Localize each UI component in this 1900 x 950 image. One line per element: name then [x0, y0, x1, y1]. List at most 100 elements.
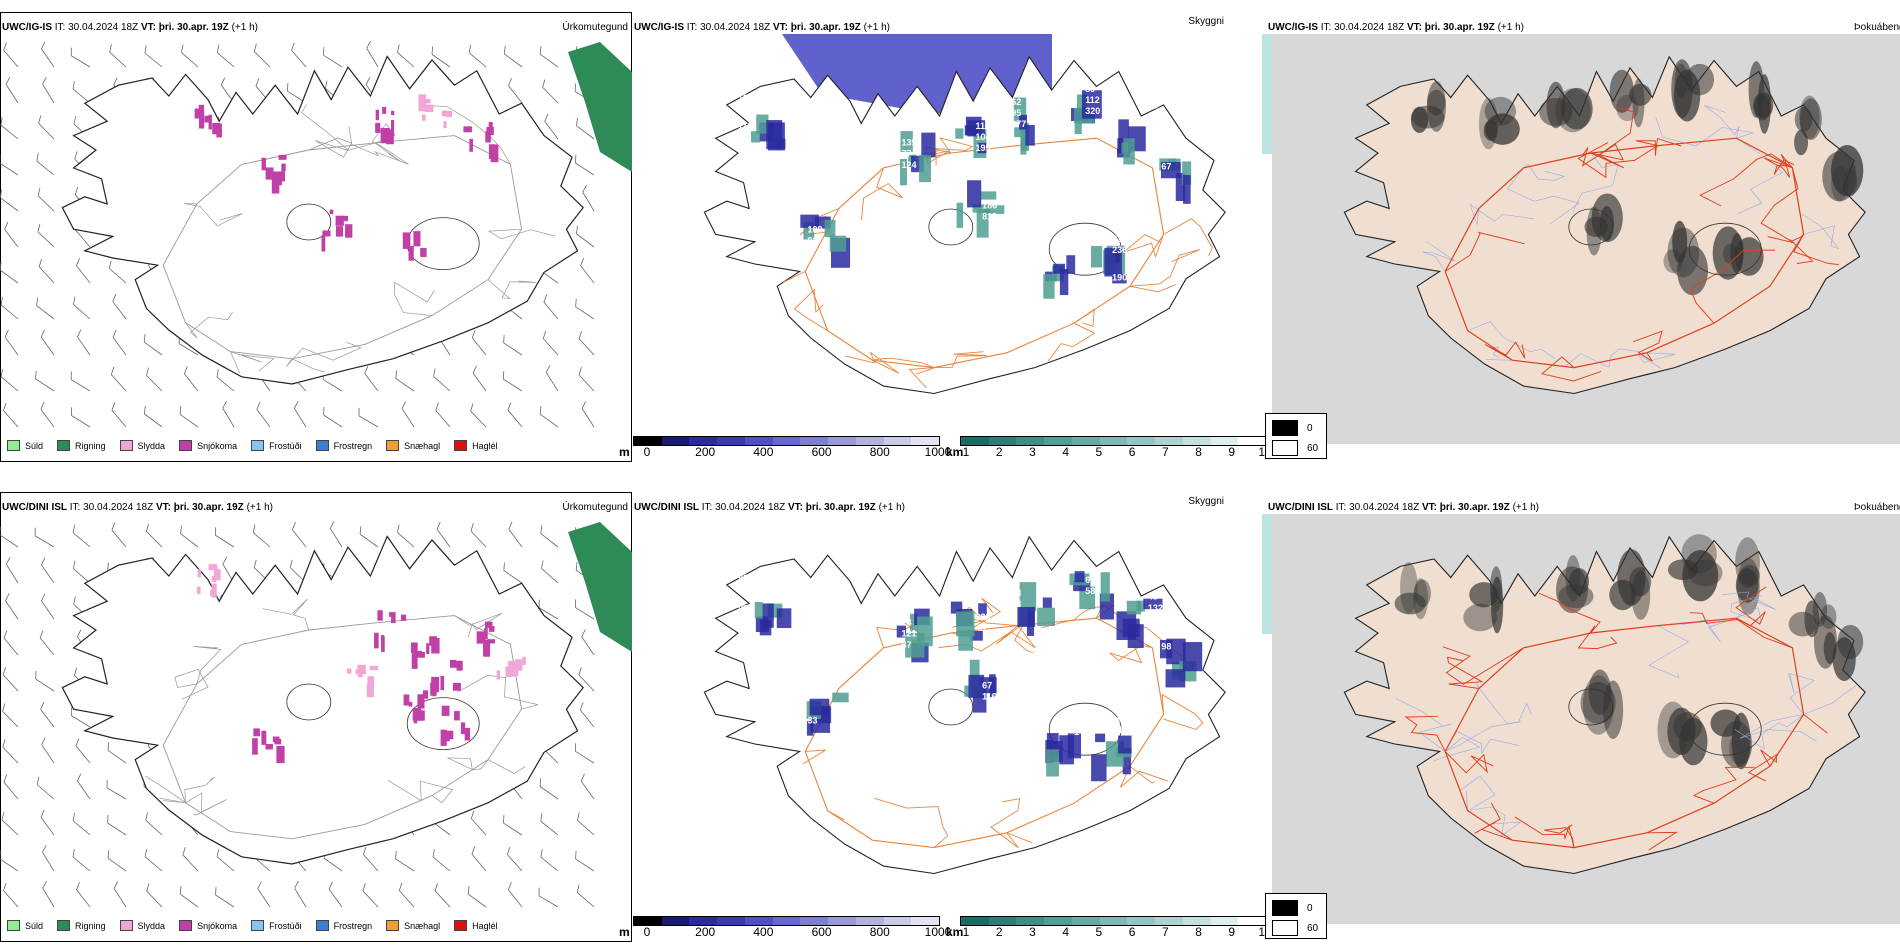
precip-legend: Súld Rigning Slydda Snjókoma Frostúði Frostre… [7, 920, 498, 931]
road [802, 749, 827, 765]
cloud-base-label: 90 [738, 573, 748, 583]
fog-shade [1617, 549, 1646, 606]
precip-cell [212, 123, 221, 135]
ceiling-cell [968, 674, 985, 698]
road [1129, 765, 1156, 784]
road [908, 367, 935, 388]
ceiling-cell [1020, 127, 1027, 155]
wind-barb [0, 526, 19, 548]
precip-cell [382, 106, 387, 114]
scale-segment [911, 437, 940, 445]
precip-cell [441, 110, 447, 117]
fog-shade [1410, 106, 1429, 134]
scale-segment [689, 437, 718, 445]
precip-map-dini[interactable] [0, 492, 632, 942]
wind-barb [42, 845, 55, 872]
legend-item: Frostúði [251, 920, 302, 931]
wind-barb [3, 774, 19, 800]
scale-unit: m [619, 925, 630, 939]
wind-barb [222, 400, 235, 428]
ceiling-cell [1043, 274, 1055, 299]
road [1692, 766, 1755, 804]
wind-barb [358, 407, 379, 428]
precip-cell [281, 163, 286, 172]
wind-barb [538, 887, 559, 908]
fog-shade [1394, 592, 1426, 615]
legend-label: Haglél [472, 920, 498, 931]
wind-barb [1, 811, 19, 836]
edge-strip [1262, 514, 1272, 634]
cloud-map-dini[interactable]: 90 87 48 73 58 132 98 94 145 97 116 163 121 333 73 66 43… [632, 514, 1232, 924]
ceiling-cell [762, 603, 774, 628]
ceiling-cell [1037, 607, 1055, 627]
road [1721, 591, 1777, 619]
scale-segment [1210, 917, 1239, 925]
road [1120, 766, 1168, 788]
fog-shade [1721, 720, 1753, 768]
ceiling-cell [969, 659, 980, 688]
cloud-base-label: 118 [738, 121, 753, 131]
wind-barb [72, 81, 91, 104]
ceiling-cell [1066, 255, 1076, 274]
cloud-base-label: 104 [975, 132, 990, 142]
cloud-base-label: 66 [1085, 575, 1095, 585]
scale-tick-label: 200 [695, 445, 716, 459]
cloud-base-label: 33 [807, 716, 817, 726]
scale-segment [800, 917, 829, 925]
scale-segment [855, 437, 884, 445]
cloud-base-label: 67 [1161, 162, 1171, 172]
cloud-base-label: 148 [1074, 286, 1089, 296]
wind-barb [252, 524, 271, 548]
wind-barb [471, 330, 487, 356]
precip-cell [456, 660, 463, 671]
ceiling-cell [1122, 748, 1131, 775]
wind-barb [294, 880, 307, 908]
fog-map-dini[interactable] [1262, 514, 1900, 924]
road [487, 279, 537, 299]
ceiling-cell [1118, 119, 1129, 149]
precip-cell [347, 668, 352, 674]
wind-barb [582, 184, 595, 212]
fog-panel-igis: UWC/IG-IS IT: 30.04.2024 18Z VT: þri. 30… [1262, 12, 1900, 462]
fog-map-igis[interactable] [1262, 34, 1900, 444]
fog-shade [1413, 578, 1428, 620]
wind-barb [70, 371, 91, 392]
ceiling-cell [1081, 90, 1102, 119]
precip-cell [408, 701, 413, 707]
wind-barb [111, 522, 127, 548]
wind-barb [395, 850, 415, 872]
wind-barb [183, 366, 199, 392]
road [1433, 737, 1481, 762]
ceiling-cell [1074, 571, 1085, 583]
ceiling-cell [964, 125, 978, 136]
scale-segment [1127, 437, 1156, 445]
wind-barb [41, 593, 55, 620]
precip-cell [265, 167, 274, 180]
fog-legend-1: 0 60 [1265, 413, 1327, 459]
precip-map-igis[interactable] [0, 12, 632, 462]
precip-cell [208, 564, 218, 571]
road [1788, 673, 1815, 715]
wind-barb [76, 258, 91, 284]
wind-barb [580, 773, 595, 800]
wind-barb [323, 47, 343, 68]
ceiling-cell [1182, 642, 1203, 672]
road [1544, 824, 1575, 848]
wind-barb [362, 883, 379, 908]
ceiling-cell [909, 613, 919, 632]
wind-barb [328, 881, 343, 908]
cloud-base-label: 145 [1074, 727, 1089, 737]
scale-tick-label: 8 [1195, 925, 1202, 939]
fog-legend-swatch [1272, 420, 1298, 436]
road [457, 674, 538, 710]
precip-cell [469, 138, 473, 152]
road [1507, 167, 1580, 225]
cloud-base-label: 136 [1148, 112, 1163, 122]
ceiling-cell [896, 625, 906, 638]
precip-cell [400, 614, 407, 621]
ceiling-cell [900, 158, 907, 186]
road [1484, 341, 1526, 361]
precip-cell [253, 728, 260, 737]
cloud-map-igis[interactable]: 193 124 195 277 320 120 67 236 336 294 819 70 77 104 9… [632, 34, 1232, 444]
precip-cell [413, 231, 421, 247]
